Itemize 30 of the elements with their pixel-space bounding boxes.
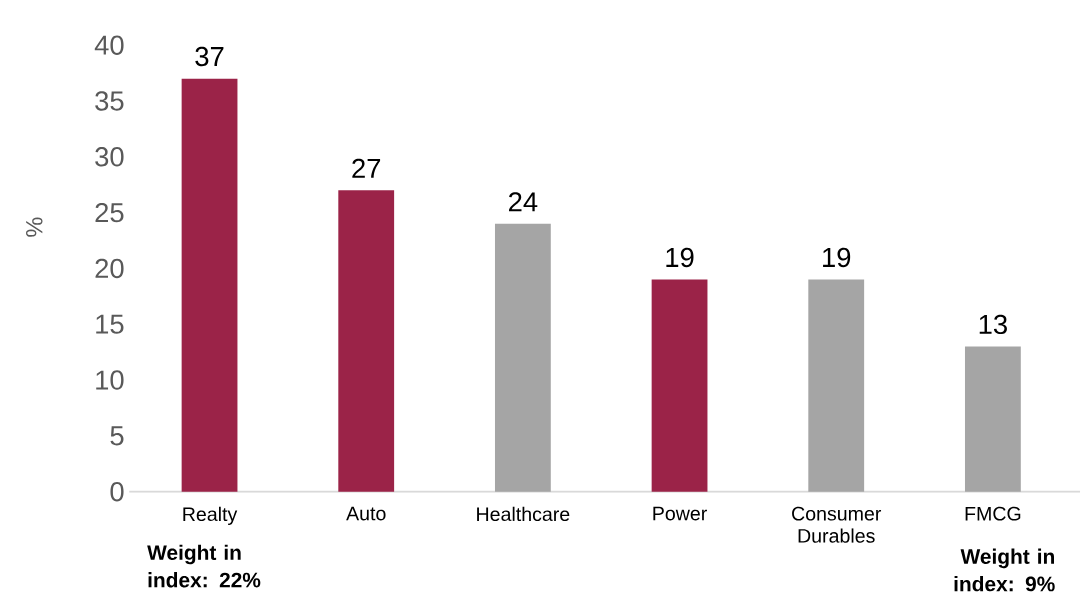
bar <box>651 279 708 492</box>
data-label: 37 <box>195 46 224 67</box>
y-tick-label: 40 <box>94 35 124 55</box>
y-tick-label: 35 <box>95 91 124 111</box>
y-tick-label: 15 <box>96 314 124 334</box>
x-tick-label: Power <box>653 506 707 521</box>
text: Weight in index: 9% <box>954 548 1055 592</box>
data-label: 24 <box>509 192 538 212</box>
x-tick-label: Consumer Durables <box>792 506 882 543</box>
x-tick-label: FMCG <box>965 506 1021 521</box>
x-tick-label: Auto <box>346 506 386 521</box>
data-label: 19 <box>666 247 694 268</box>
bar <box>181 78 238 492</box>
y-tick-label: 30 <box>95 147 124 167</box>
data-label: 19 <box>823 247 851 268</box>
y-tick-label: 20 <box>95 258 124 279</box>
text: Weight in index: 22% <box>147 544 261 588</box>
y-axis-title: % <box>26 217 43 237</box>
y-tick-label: 0 <box>110 481 124 502</box>
x-tick-label: Realty <box>183 506 238 525</box>
data-label: 13 <box>979 314 1007 335</box>
bar <box>964 346 1021 492</box>
bar <box>338 190 395 492</box>
bar <box>494 223 551 492</box>
bar <box>808 279 865 492</box>
y-tick-label: 25 <box>95 202 124 223</box>
data-label: 27 <box>352 158 381 178</box>
y-tick-label: 5 <box>110 426 124 446</box>
x-tick-label: Healthcare <box>477 506 570 522</box>
y-tick-label: 10 <box>96 370 124 390</box>
